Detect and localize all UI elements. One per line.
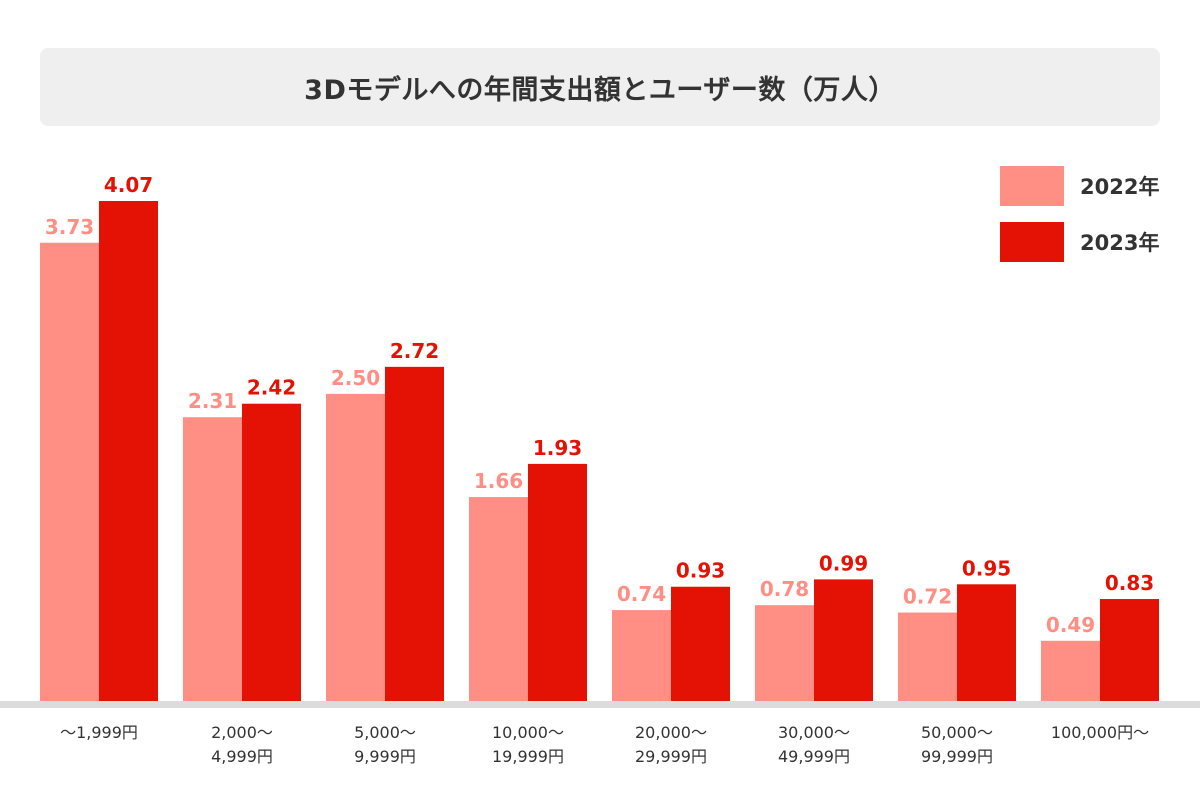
- data-label-2023-6: 0.95: [962, 556, 1011, 580]
- bar-2023-0: [99, 201, 158, 701]
- bar-2022-4: [612, 610, 671, 701]
- data-label-2022-2: 2.50: [331, 366, 380, 390]
- legend-swatch-2022: [1000, 166, 1064, 206]
- legend-label-2023: 2023年: [1080, 231, 1160, 255]
- x-tick-label-6: 50,000〜 99,999円: [921, 723, 993, 766]
- legend-label-2022: 2022年: [1080, 175, 1160, 199]
- x-tick-label-3: 10,000〜 19,999円: [492, 723, 564, 766]
- bar-2023-4: [671, 586, 730, 701]
- bar-2023-1: [242, 403, 301, 701]
- data-label-2023-0: 4.07: [104, 173, 153, 197]
- bar-2022-0: [40, 242, 99, 701]
- data-label-2022-4: 0.74: [617, 582, 666, 606]
- data-label-2023-7: 0.83: [1105, 571, 1154, 595]
- x-tick-label-4: 20,000〜 29,999円: [635, 723, 707, 766]
- x-axis-baseline: [0, 701, 1200, 708]
- data-label-2023-3: 1.93: [533, 436, 582, 460]
- data-label-2022-1: 2.31: [188, 389, 237, 413]
- data-label-2023-2: 2.72: [390, 339, 439, 363]
- bar-2022-6: [898, 612, 957, 701]
- bar-2023-5: [814, 579, 873, 701]
- x-tick-label-2: 5,000〜 9,999円: [354, 723, 416, 766]
- data-label-2023-5: 0.99: [819, 551, 868, 575]
- x-tick-label-7: 100,000円〜: [1051, 723, 1149, 742]
- bar-2023-7: [1100, 599, 1159, 701]
- chart-title: 3Dモデルへの年間支出額とユーザー数（万人）: [304, 74, 896, 106]
- data-label-2023-4: 0.93: [676, 559, 725, 583]
- chart-title-box: 3Dモデルへの年間支出額とユーザー数（万人）: [40, 48, 1160, 126]
- bar-2022-7: [1041, 640, 1100, 701]
- legend-item-2022: 2022年: [1000, 166, 1159, 206]
- x-tick-label-0: 〜1,999円: [60, 723, 138, 742]
- legend-swatch-2023: [1000, 222, 1064, 262]
- legend-item-2023: 2023年: [1000, 222, 1159, 262]
- data-label-2022-5: 0.78: [760, 577, 809, 601]
- bar-2022-1: [183, 417, 242, 701]
- data-label-2022-3: 1.66: [474, 469, 523, 493]
- bar-2022-2: [326, 393, 385, 701]
- legend: 2022年 2023年: [1000, 166, 1159, 278]
- data-label-2022-6: 0.72: [903, 585, 952, 609]
- x-tick-label-1: 2,000〜 4,999円: [211, 723, 273, 766]
- bar-2023-3: [528, 463, 587, 701]
- bar-2023-2: [385, 366, 444, 701]
- bar-2022-5: [755, 605, 814, 701]
- x-tick-label-5: 30,000〜 49,999円: [778, 723, 850, 766]
- bar-2023-6: [957, 584, 1016, 701]
- bar-2022-3: [469, 497, 528, 701]
- data-label-2023-1: 2.42: [247, 376, 296, 400]
- data-label-2022-7: 0.49: [1046, 613, 1095, 637]
- data-label-2022-0: 3.73: [45, 215, 94, 239]
